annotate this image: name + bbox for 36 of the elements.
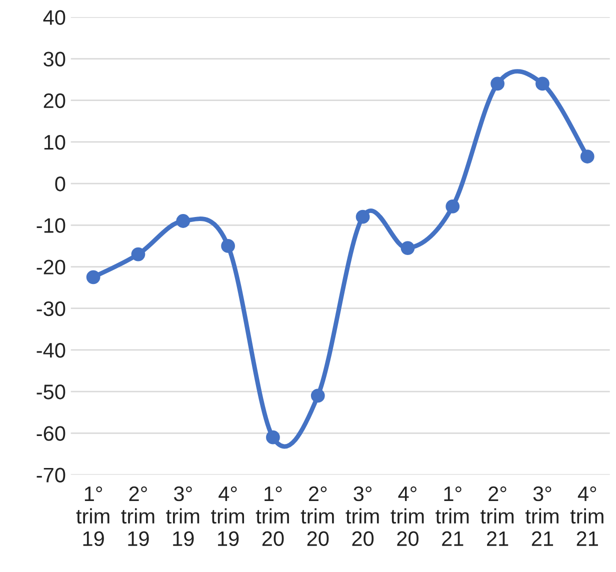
x-tick-label: 2° trim 20: [300, 486, 334, 546]
x-tick-label: 1° trim 20: [256, 486, 289, 546]
y-tick-label: 20: [44, 93, 66, 108]
point: [266, 430, 280, 444]
x-tick-label: 3° trim 21: [525, 486, 558, 546]
point: [310, 388, 325, 403]
x-tick-label: 2° trim 21: [480, 486, 514, 546]
x-tick-label: 2° trim 19: [121, 486, 154, 546]
point: [580, 150, 594, 164]
y-tick-label: 0: [55, 176, 66, 192]
point: [446, 199, 460, 214]
point: [536, 76, 550, 91]
y-tick-label: -50: [36, 384, 66, 400]
y-tick-label: -70: [36, 468, 66, 483]
y-tick-label: 10: [44, 134, 66, 150]
point: [176, 214, 190, 228]
x-tick-label: 4° trim 21: [570, 486, 604, 546]
y-tick-label: -30: [36, 301, 66, 316]
y-tick-label: -60: [36, 426, 66, 441]
y-tick-label: -10: [36, 218, 66, 233]
x-tick-label: 3° trim 19: [166, 486, 200, 546]
y-tick-label: -20: [36, 260, 66, 275]
point: [131, 247, 146, 262]
point: [221, 239, 235, 253]
point: [490, 76, 504, 91]
point: [86, 270, 100, 284]
point: [400, 241, 415, 255]
y-tick-label: 40: [43, 10, 66, 25]
x-tick-label: 1° trim 21: [436, 486, 469, 546]
x-tick-label: 4° trim 19: [211, 486, 244, 546]
point: [356, 210, 370, 224]
x-tick-label: 1° trim 19: [76, 486, 110, 546]
x-tick-label: 4° trim 20: [390, 486, 424, 546]
y-tick-label: -40: [36, 342, 66, 358]
x-tick-label: 3° trim 20: [346, 486, 379, 546]
y-tick-label: 30: [44, 52, 66, 67]
